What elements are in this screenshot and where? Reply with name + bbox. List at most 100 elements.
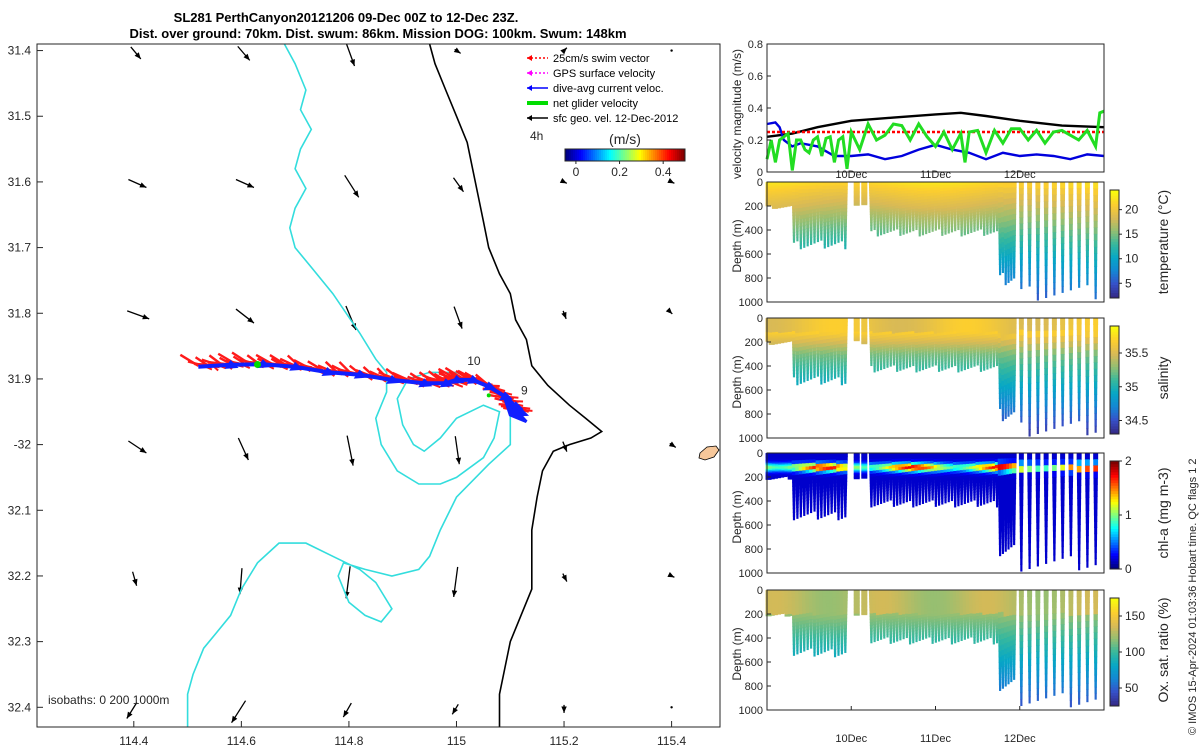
profile-cell	[801, 318, 807, 323]
profile-cell	[1085, 465, 1090, 473]
profile-cell	[1084, 187, 1090, 195]
profile-cell	[799, 219, 803, 224]
profile-cell	[940, 469, 945, 474]
profile-cell	[784, 182, 791, 184]
profile-cell	[787, 329, 794, 332]
profile-cell	[875, 467, 880, 471]
profile-cell	[1093, 453, 1099, 460]
profile-cell	[885, 184, 890, 189]
profile-cell	[953, 198, 958, 202]
profile-cell	[1044, 495, 1049, 503]
profile-cell	[873, 356, 877, 361]
profile-cell	[963, 486, 967, 490]
profile-cell	[973, 352, 976, 356]
profile-cell	[833, 216, 837, 221]
profile-cell	[963, 208, 967, 212]
profile-cell	[983, 364, 986, 368]
profile-cell	[992, 497, 995, 502]
profile-cell	[891, 470, 896, 475]
profile-cell	[801, 459, 807, 464]
profile-cell	[873, 365, 876, 370]
profile-cell	[1035, 188, 1041, 196]
profile-cell	[798, 204, 803, 209]
profile-cell	[876, 361, 880, 366]
profile-cell	[784, 332, 791, 335]
profile-cell	[981, 461, 987, 465]
profile-cell	[982, 217, 986, 222]
profile-cell	[898, 187, 903, 192]
profile-cell	[946, 466, 951, 470]
profile-cell	[944, 354, 947, 359]
profile-cell	[876, 214, 880, 219]
profile-cell	[902, 228, 905, 232]
profile-cell	[1085, 389, 1089, 397]
profile-cell	[889, 214, 893, 219]
profile-cell	[765, 332, 772, 335]
profile-cell	[891, 461, 897, 466]
profile-cell	[972, 342, 977, 346]
profile-cell	[915, 353, 919, 358]
profile-cell	[768, 187, 775, 190]
profile-cell	[861, 332, 868, 335]
profile-cell	[765, 183, 772, 186]
profile-cell	[995, 503, 999, 508]
profile-cell	[898, 208, 903, 213]
profile-cell	[965, 190, 971, 195]
profile-cell	[870, 497, 873, 502]
profile-cell	[1019, 199, 1024, 207]
profile-cell	[765, 191, 772, 194]
profile-cell	[885, 477, 890, 481]
profile-cell	[1085, 193, 1090, 200]
profile-cell	[946, 455, 952, 460]
profile-cell	[995, 227, 999, 232]
profile-cell	[803, 239, 806, 245]
profile-cell	[927, 348, 931, 352]
profile-cell	[781, 318, 788, 320]
profile-cell	[795, 481, 800, 487]
profile-cell	[775, 334, 782, 337]
profile-cell	[963, 358, 967, 362]
profile-cell	[837, 504, 840, 510]
profile-cell	[934, 216, 938, 220]
profile-cell	[1001, 397, 1005, 405]
profile-cell	[768, 473, 775, 476]
profile-cell	[872, 195, 877, 199]
profile-cell	[981, 187, 987, 192]
profile-cell	[798, 470, 803, 475]
profile-cell	[1077, 240, 1081, 247]
profile-cell	[956, 213, 960, 217]
profile-cell	[905, 480, 909, 484]
profile-cell	[775, 337, 782, 340]
profile-cell	[888, 203, 893, 208]
profile-cell	[819, 201, 824, 206]
profile-cell	[1012, 508, 1016, 515]
profile-cell	[921, 500, 925, 504]
profile-cell	[853, 321, 860, 324]
profile-cell	[946, 326, 951, 330]
profile-cell	[820, 369, 823, 374]
profile-cell	[778, 457, 785, 459]
profile-cell	[1020, 416, 1023, 423]
profile-cell	[937, 484, 941, 489]
profile-cell	[1012, 261, 1016, 268]
profile-cell	[914, 329, 919, 334]
profile-cell	[892, 497, 896, 501]
profile-cell	[813, 507, 816, 512]
profile-cell	[778, 461, 785, 463]
profile-cell	[843, 346, 848, 352]
profile-cell	[943, 332, 948, 336]
profile-cell	[911, 491, 915, 496]
profile-cell	[927, 207, 932, 211]
profile-cell	[969, 479, 973, 483]
profile-cell	[982, 481, 986, 485]
profile-cell	[946, 201, 951, 206]
profile-cell	[771, 182, 778, 185]
profile-cell	[1012, 390, 1016, 397]
profile-cell	[997, 323, 1003, 329]
profile-cell	[901, 326, 906, 330]
profile-cell	[995, 354, 999, 359]
profile-cell	[826, 232, 830, 237]
colorbar-cell	[593, 149, 596, 161]
profile-cell	[878, 187, 884, 192]
profile-cell	[840, 492, 844, 498]
